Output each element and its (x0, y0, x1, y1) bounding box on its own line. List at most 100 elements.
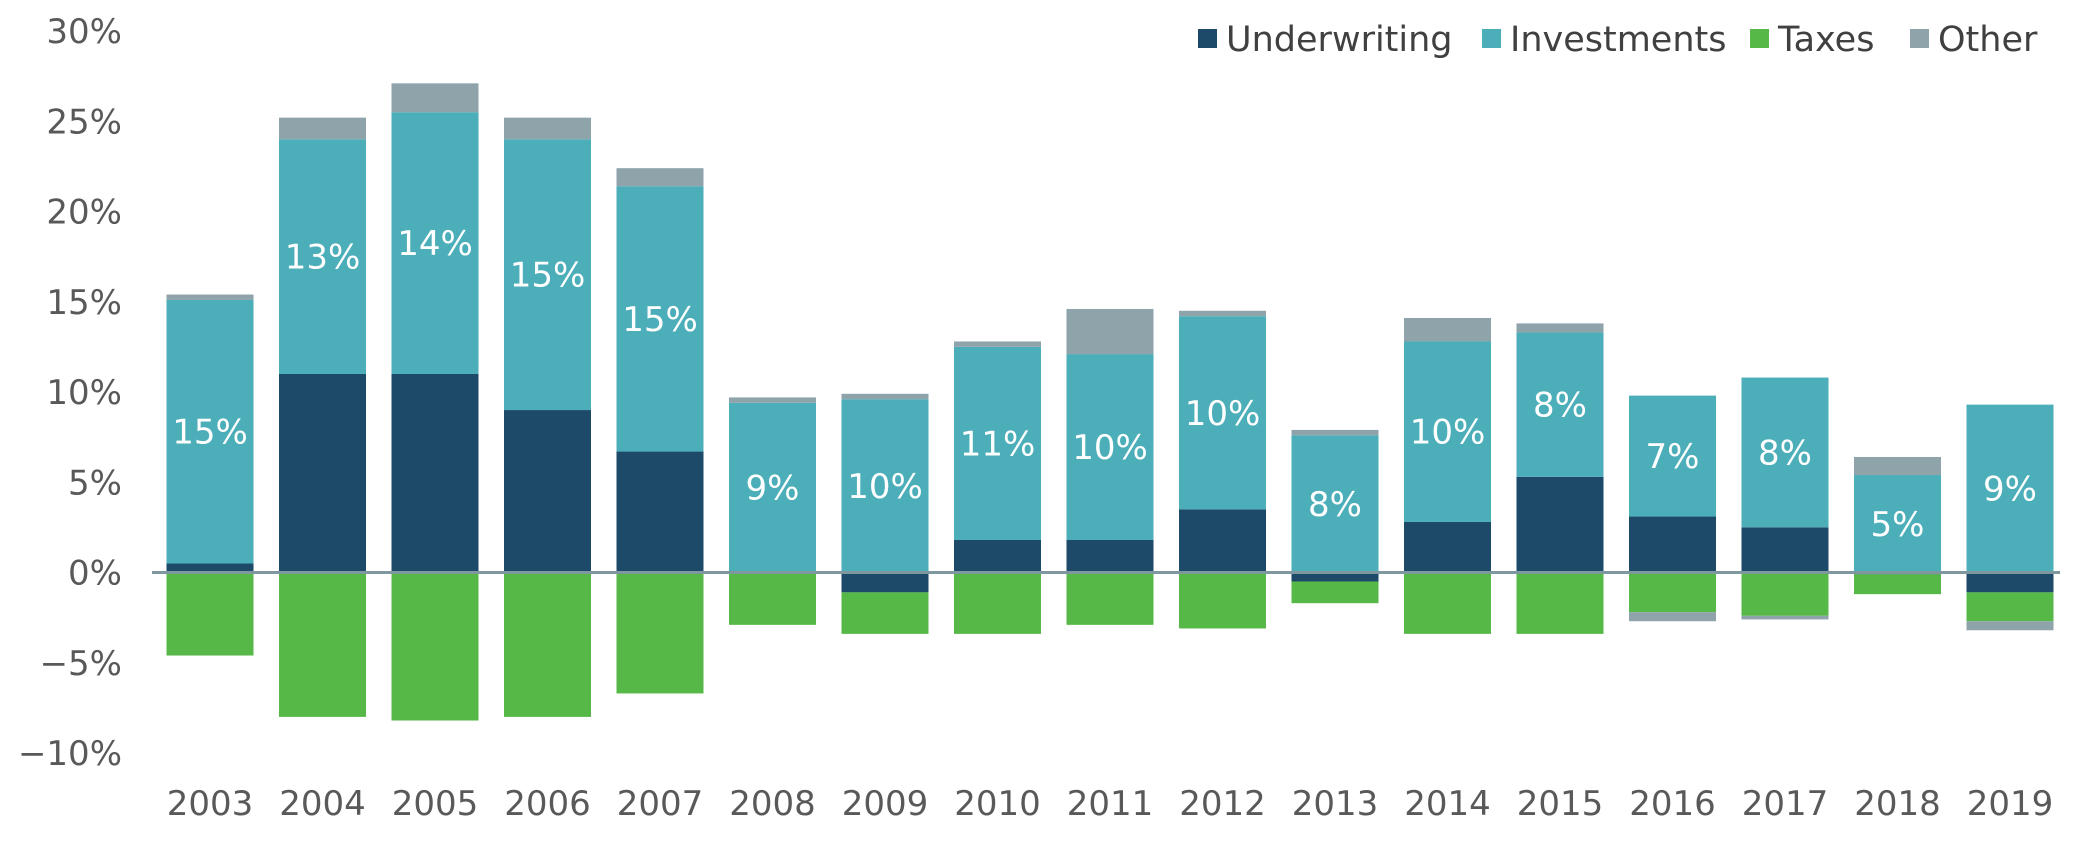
x-tick-label: 2004 (279, 784, 366, 824)
data-label: 10% (1072, 428, 1148, 468)
bar-investments-2010 (954, 346, 1041, 541)
x-tick-label: 2005 (392, 784, 479, 824)
x-tick-label: 2013 (1292, 784, 1379, 824)
y-tick-label: 20% (46, 193, 122, 233)
bar-underwriting-2015 (1516, 476, 1604, 573)
bar-underwriting-2011 (1066, 540, 1154, 573)
bar-taxes-2013 (1291, 581, 1379, 604)
bar-investments-2008 (729, 402, 816, 573)
x-tick-label: 2012 (1179, 784, 1266, 824)
bar-investments-2017 (1741, 377, 1829, 528)
bar-investments-2004 (279, 139, 366, 374)
x-tick-label: 2006 (504, 784, 591, 824)
y-tick-label: 0% (68, 554, 122, 594)
legend: Underwriting Investments Taxes Other (1198, 20, 2038, 60)
bar-investments-2012 (1179, 316, 1266, 510)
bar-other-2009 (841, 393, 929, 400)
x-tick-label: 2008 (729, 784, 816, 824)
bar-investments-2016 (1629, 395, 1716, 517)
x-tick-label: 2019 (1967, 784, 2054, 824)
y-tick-label: 15% (46, 283, 122, 323)
bar-taxes-2006 (504, 572, 591, 717)
bar-other-2018 (1854, 456, 1941, 476)
x-tick-label: 2015 (1517, 784, 1604, 824)
y-tick-label: 25% (46, 102, 122, 142)
x-axis: 2003 2004 2005 2006 2007 2008 2009 2010 2011 2012… (167, 784, 2054, 824)
x-tick-label: 2014 (1404, 784, 1491, 824)
bar-taxes-2016 (1629, 572, 1716, 613)
data-label: 8% (1758, 433, 1812, 473)
bar-underwriting-2017 (1741, 527, 1829, 573)
bar-underwriting-2012 (1179, 509, 1266, 573)
data-label: 15% (172, 413, 248, 453)
data-label: 10% (1185, 394, 1261, 434)
bar-underwriting-2003 (166, 563, 254, 573)
data-label: 9% (1983, 470, 2037, 510)
bar-underwriting-2005 (391, 373, 479, 573)
data-label: 10% (1410, 413, 1486, 453)
y-tick-label: 30% (46, 12, 122, 52)
data-label: 7% (1646, 437, 1700, 477)
bar-taxes-2018 (1854, 574, 1941, 595)
bar-underwriting-2010 (954, 540, 1041, 573)
legend-label-investments: Investments (1510, 20, 1726, 60)
data-label: 9% (746, 469, 800, 509)
bar-underwriting-2009 (841, 572, 929, 593)
bar-other-2010 (954, 341, 1041, 347)
bar-taxes-2011 (1066, 572, 1154, 625)
x-tick-label: 2010 (954, 784, 1041, 824)
y-tick-label: 5% (68, 463, 122, 503)
bar-underwriting-2016 (1629, 516, 1716, 573)
bar-taxes-2004 (279, 572, 366, 717)
bar-other-2011 (1066, 308, 1154, 355)
x-tick-label: 2016 (1629, 784, 1716, 824)
data-label: 15% (622, 300, 698, 340)
x-tick-label: 2011 (1067, 784, 1154, 824)
legend-swatch-other (1910, 29, 1929, 48)
data-label: 10% (847, 467, 923, 507)
bar-other-2003 (166, 294, 254, 300)
bar-taxes-2003 (166, 572, 254, 656)
bar-taxes-2008 (729, 572, 816, 625)
y-tick-label: −10% (18, 734, 122, 774)
legend-swatch-investments (1482, 29, 1501, 48)
bar-underwriting-2007 (616, 451, 704, 573)
bar-taxes-2014 (1404, 572, 1491, 634)
bar-underwriting-2004 (279, 373, 366, 573)
x-tick-label: 2017 (1742, 784, 1829, 824)
bar-other-2005 (391, 83, 479, 113)
bar-other-2017 (1741, 615, 1829, 620)
bar-other-2015 (1516, 323, 1604, 333)
bar-investments-2007 (616, 186, 704, 452)
data-label: 8% (1533, 386, 1587, 426)
bar-investments-2009 (841, 399, 929, 573)
bar-underwriting-2013 (1291, 572, 1379, 582)
bars (166, 83, 2054, 721)
bar-other-2006 (504, 117, 591, 140)
bar-other-2007 (616, 168, 704, 187)
bar-investments-2019 (1966, 404, 2054, 573)
bar-taxes-2019 (1966, 592, 2054, 622)
data-label: 11% (960, 424, 1036, 464)
bar-taxes-2009 (841, 592, 929, 634)
bar-taxes-2012 (1179, 572, 1266, 629)
data-label: 8% (1308, 485, 1362, 525)
y-axis: 30% 25% 20% 15% 10% 5% 0% −5% −10% (18, 12, 122, 774)
bar-investments-2014 (1404, 341, 1491, 522)
data-label: 5% (1871, 505, 1925, 545)
bar-taxes-2017 (1741, 572, 1829, 616)
legend-swatch-taxes (1750, 29, 1769, 48)
bar-investments-2015 (1516, 332, 1604, 477)
bar-underwriting-2014 (1404, 521, 1491, 573)
bar-taxes-2010 (954, 572, 1041, 634)
bar-other-2019 (1966, 621, 2054, 631)
bar-other-2012 (1179, 310, 1266, 317)
bar-other-2016 (1629, 612, 1716, 622)
x-tick-label: 2007 (617, 784, 704, 824)
bar-underwriting-2006 (504, 410, 591, 573)
data-label: 14% (397, 224, 473, 264)
data-label: 15% (510, 256, 586, 296)
bar-other-2004 (279, 117, 366, 140)
bar-taxes-2007 (616, 572, 704, 694)
y-tick-label: −5% (40, 644, 122, 684)
